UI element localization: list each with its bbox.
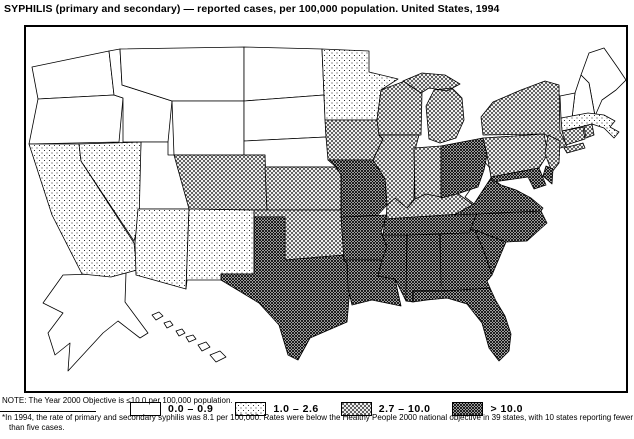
map-frame: 0.0 – 0.9 1.0 – 2.6 2.7 – 10.0 > 10.0 [24,25,628,416]
state-AZ [134,208,190,290]
state-WY [171,100,245,156]
state-WA [31,50,115,100]
state-OH [440,137,488,199]
footnote-rule [0,411,96,412]
legend-item-3: > 10.0 [452,402,523,416]
legend-label: > 10.0 [490,403,523,415]
legend-label: 1.0 – 2.6 [273,403,319,415]
state-MA [560,112,620,139]
legend-swatch-white [130,402,161,416]
state-VT [559,92,576,119]
page-title: SYPHILIS (primary and secondary) — repor… [4,3,500,15]
state-CO [173,154,268,211]
state-TX [220,216,351,361]
state-IN [413,145,442,201]
state-HI [151,311,227,363]
legend-item-1: 1.0 – 2.6 [235,402,318,416]
state-AR [340,214,388,261]
state-MI [402,72,465,144]
state-DE [542,165,554,185]
legend-swatch-dense-crosshatch [452,402,484,416]
state-IA [324,119,384,161]
legend-swatch-light-dot-screen [235,402,267,416]
state-AK [42,272,149,372]
legend-item-0: 0.0 – 0.9 [130,402,213,416]
state-SD [243,94,327,142]
state-ND [243,46,325,102]
state-OR [28,94,124,145]
legend-label: 0.0 – 0.9 [168,403,214,415]
state-RI [583,123,595,139]
state-CT [561,126,586,146]
state-FL [412,287,512,362]
legend-swatch-medium-crosshatch [340,402,372,416]
note-text: NOTE: The Year 2000 Objective is ≤10.0 p… [2,396,233,405]
legend-label: 2.7 – 10.0 [378,403,431,415]
state-KS [264,166,342,211]
footnote-text: *In 1994, the rate of primary and second… [2,413,634,433]
legend: 0.0 – 0.9 1.0 – 2.6 2.7 – 10.0 > 10.0 [130,402,545,416]
legend-item-2: 2.7 – 10.0 [340,402,431,416]
state-NJ [544,134,561,173]
us-choropleth-map [28,46,626,372]
state-VA [453,177,544,216]
state-MD [490,167,547,190]
